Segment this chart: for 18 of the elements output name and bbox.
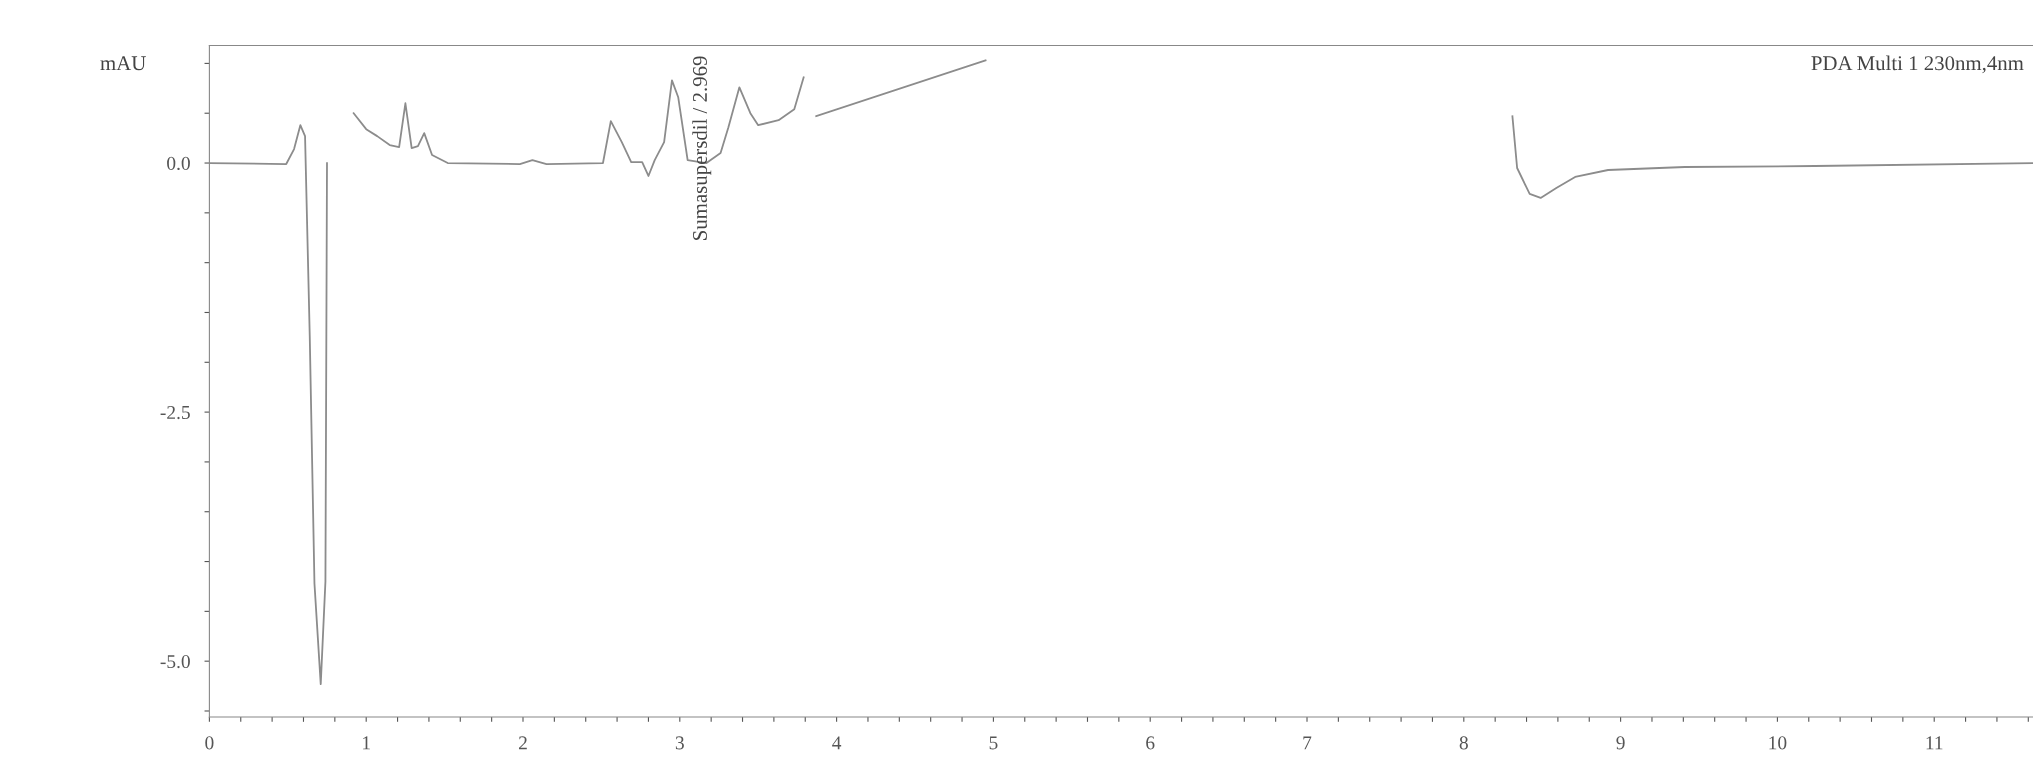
annotation: PDA Multi 1 230nm,4nm [1811, 55, 2024, 74]
x-tick-label: 4 [832, 736, 842, 750]
x-tick-label: 0 [205, 736, 214, 750]
x-tick-label: 10 [1769, 736, 1787, 750]
y-tick-label: -5.0 [160, 654, 190, 669]
x-tick-label: 5 [989, 736, 998, 750]
y-tick-label: -2.5 [160, 405, 190, 420]
x-tick-label: 6 [1146, 736, 1155, 750]
y-tick-label: 0.0 [167, 156, 190, 171]
x-tick-label: 8 [1459, 736, 1468, 750]
x-tick-label: 3 [675, 736, 684, 750]
x-tick-label: 1 [363, 736, 370, 750]
annotation: Sumasupersdil / 2.969 [692, 56, 712, 240]
x-tick-label: 7 [1303, 736, 1312, 750]
x-tick-label: 9 [1616, 736, 1625, 750]
x-tick-label: 11 [1926, 736, 1943, 750]
x-tick-label: 2 [518, 736, 527, 750]
y-axis-title: mAU [100, 56, 146, 71]
